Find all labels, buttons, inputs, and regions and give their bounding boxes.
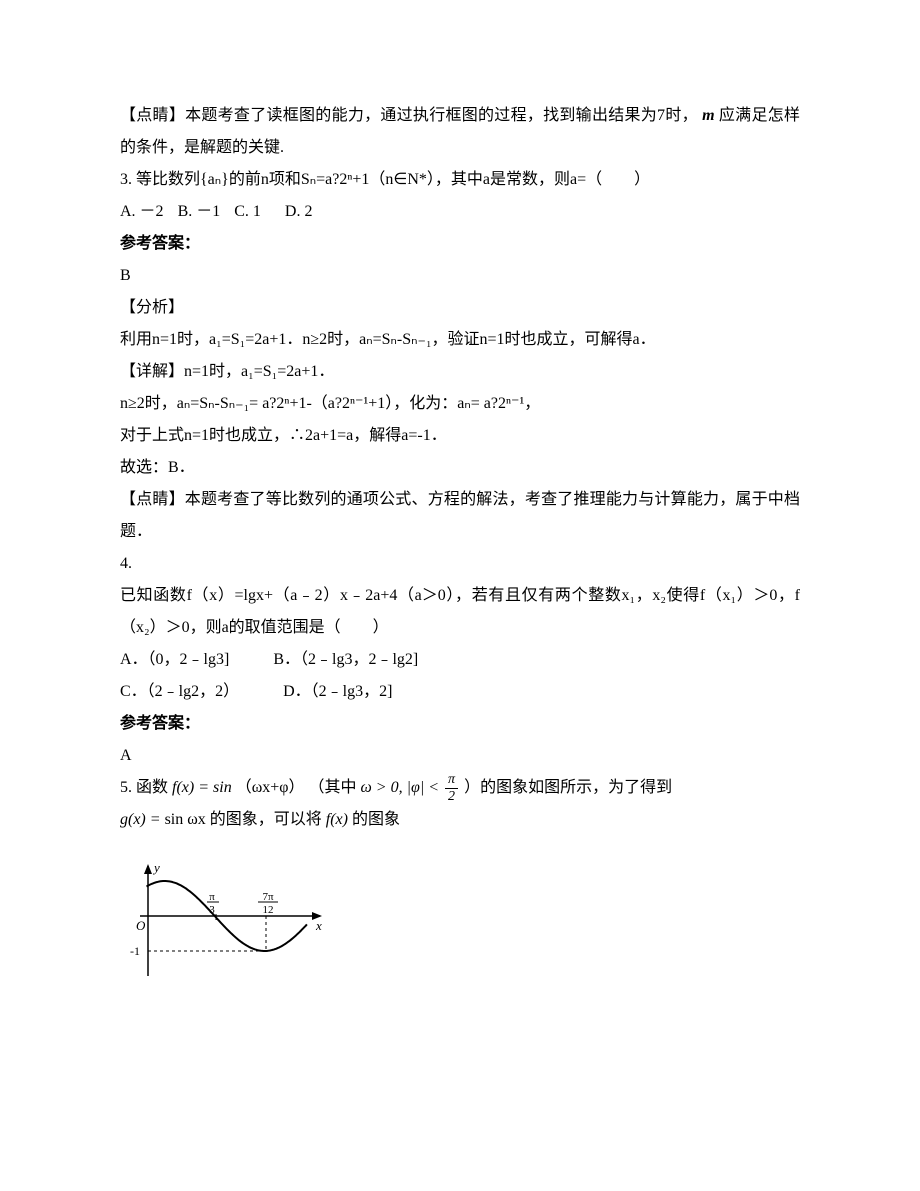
q3-option-a: A. －2 xyxy=(120,196,164,228)
text: ）的图象如图所示，为了得到 xyxy=(464,779,672,796)
cond-expr: ω > 0, |φ| < xyxy=(361,779,440,796)
svg-text:π: π xyxy=(209,891,215,903)
frac-top: π xyxy=(445,772,458,788)
q4-option-c: C．（2﹣lg2，2） xyxy=(120,676,239,708)
text: 3. 等比数列{aₙ}的前n项和Sₙ=a?2ⁿ+1（n∈N*），其中a是常数，则… xyxy=(120,171,650,188)
q5-stem-line2: g(x) = sin ωx 的图象，可以将 f(x) 的图象 xyxy=(120,804,800,836)
q3-stem: 3. 等比数列{aₙ}的前n项和Sₙ=a?2ⁿ+1（n∈N*），其中a是常数，则… xyxy=(120,164,800,196)
q4-options-row1: A．（0，2﹣lg3] B．（2﹣lg3，2﹣lg2] xyxy=(120,644,800,676)
q4-stem: 已知函数f（x）=lgx+（a﹣2）x﹣2a+4（a＞0），若有且仅有两个整数x… xyxy=(120,580,800,644)
svg-text:O: O xyxy=(136,918,146,933)
sine-graph-svg: y x O -1 π3 7π12 xyxy=(120,856,330,996)
text: 的图象 xyxy=(352,811,400,828)
text: （其中 xyxy=(308,779,356,796)
q3-option-b: B. －1 xyxy=(178,196,221,228)
q4-number: 4. xyxy=(120,548,800,580)
q4-option-b: B．（2﹣lg3，2﹣lg2] xyxy=(273,644,418,676)
frac-pi-2: π 2 xyxy=(445,772,458,804)
analysis-label: 【分析】 xyxy=(120,292,800,324)
svg-text:3: 3 xyxy=(209,904,215,916)
reference-answer-label: 参考答案： xyxy=(120,228,800,260)
q3-analysis: 利用n=1时，a₁=S₁=2a+1．n≥2时，aₙ=Sₙ-Sₙ₋₁，验证n=1时… xyxy=(120,324,800,356)
text: 5. 函数 xyxy=(120,779,168,796)
reference-answer-label-2: 参考答案： xyxy=(120,708,800,740)
q3-option-c: C. 1 xyxy=(234,196,261,228)
svg-text:y: y xyxy=(152,860,160,875)
gx-expr: g(x) = xyxy=(120,811,165,828)
q4-answer: A xyxy=(120,740,800,772)
text: （ωx+φ） xyxy=(236,779,305,796)
frac-bot: 2 xyxy=(445,789,458,804)
text: 【点睛】本题考查了读框图的能力，通过执行框图的过程，找到输出结果为7时， xyxy=(120,107,698,124)
q3-detail-2: n≥2时，aₙ=Sₙ-Sₙ₋₁= a?2ⁿ+1-（a?2ⁿ⁻¹+1），化为：aₙ… xyxy=(120,388,800,420)
q3-options: A. －2 B. －1 C. 1 D. 2 xyxy=(120,196,800,228)
comment-paragraph: 【点睛】本题考查了读框图的能力，通过执行框图的过程，找到输出结果为7时， m 应… xyxy=(120,100,800,164)
q5-graph: y x O -1 π3 7π12 xyxy=(120,856,800,1008)
q3-detail-1: 【详解】n=1时，a₁=S₁=2a+1． xyxy=(120,356,800,388)
text: sin ωx 的图象，可以将 xyxy=(165,811,322,828)
q5-stem: 5. 函数 f(x) = sin （ωx+φ） （其中 ω > 0, |φ| <… xyxy=(120,772,800,804)
q3-detail-3: 对于上式n=1时也成立，∴2a+1=a，解得a=-1． xyxy=(120,420,800,452)
q4-option-a: A．（0，2﹣lg3] xyxy=(120,644,229,676)
q4-options-row2: C．（2﹣lg2，2） D．（2﹣lg3，2] xyxy=(120,676,800,708)
q4-option-d: D．（2﹣lg3，2] xyxy=(283,676,392,708)
q3-detail-4: 故选：B． xyxy=(120,452,800,484)
var-m: m xyxy=(702,107,714,124)
svg-text:-1: -1 xyxy=(130,944,140,958)
svg-text:7π: 7π xyxy=(262,891,274,903)
q3-answer: B xyxy=(120,260,800,292)
svg-text:12: 12 xyxy=(263,904,274,916)
fx-expr: f(x) = sin xyxy=(172,779,232,796)
q3-option-d: D. 2 xyxy=(285,196,313,228)
fx2-expr: f(x) xyxy=(326,811,348,828)
svg-text:x: x xyxy=(315,918,322,933)
q3-comment: 【点睛】本题考查了等比数列的通项公式、方程的解法，考查了推理能力与计算能力，属于… xyxy=(120,484,800,548)
